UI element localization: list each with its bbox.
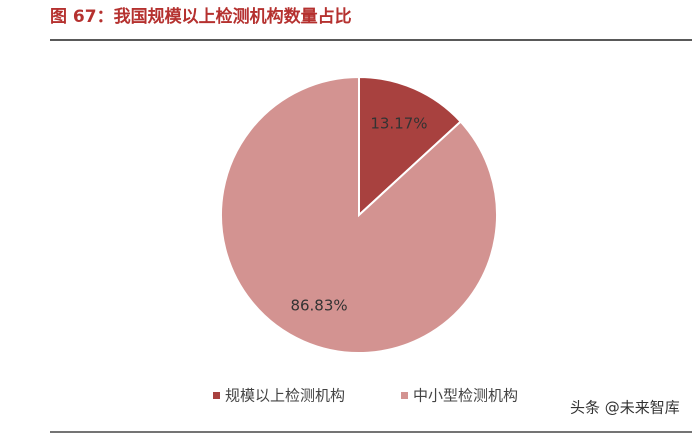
legend-swatch (401, 392, 408, 399)
watermark: 头条 @未来智库 (570, 399, 680, 417)
pie-slice (220, 75, 498, 354)
pie-slice (358, 75, 463, 218)
legend-label: 中小型检测机构 (413, 387, 518, 405)
value-label: 86.83% (290, 296, 347, 314)
legend-swatch (213, 392, 220, 399)
value-label: 13.17% (370, 115, 427, 133)
legend-label: 规模以上检测机构 (225, 387, 345, 405)
chart-title: 图 67：我国规模以上检测机构数量占比 (50, 6, 352, 27)
